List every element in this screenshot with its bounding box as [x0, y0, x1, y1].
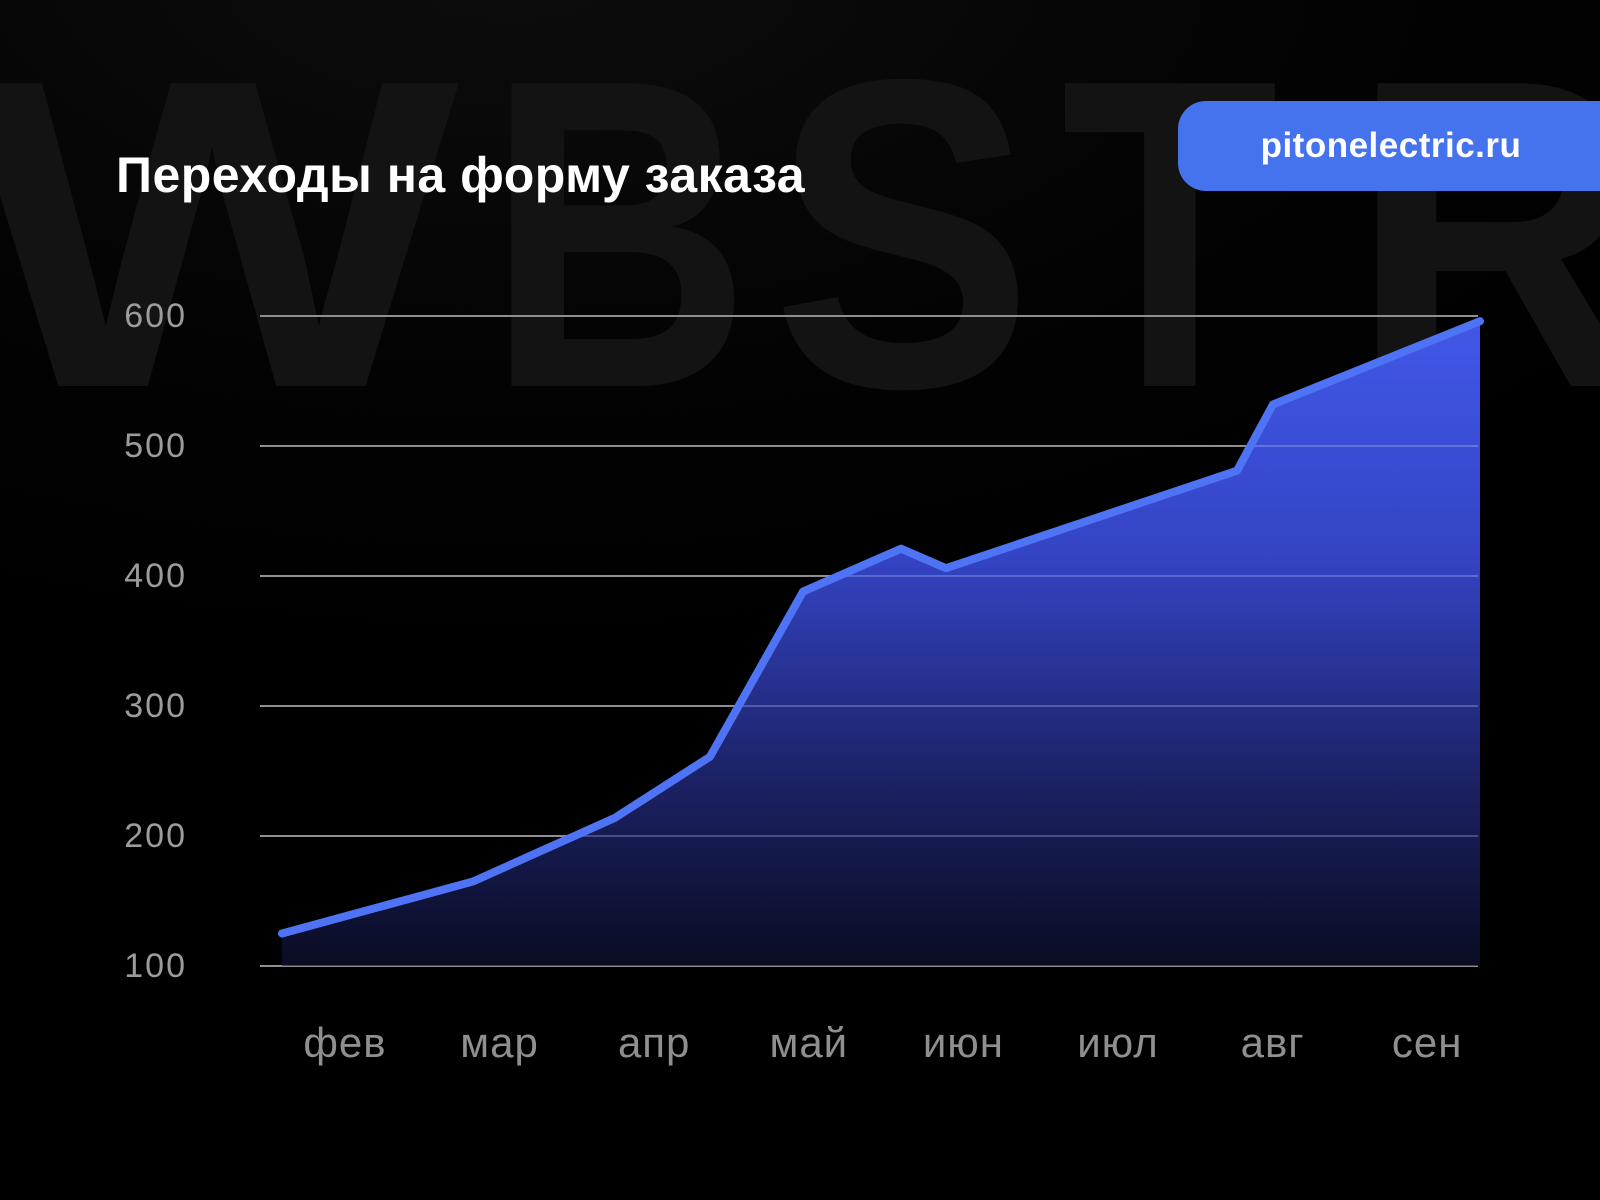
y-tick-label: 200: [124, 817, 187, 855]
y-tick-label: 500: [124, 427, 187, 465]
site-badge[interactable]: pitonelectric.ru: [1178, 101, 1600, 191]
site-badge-label: pitonelectric.ru: [1260, 126, 1522, 165]
watermark-letter: B: [487, 0, 751, 480]
x-tick-label: июн: [922, 1019, 1004, 1066]
y-tick-label: 600: [124, 297, 187, 335]
x-tick-label: фев: [303, 1019, 387, 1066]
page-title: Переходы на форму заказа: [116, 146, 806, 203]
y-tick-label: 100: [124, 947, 187, 985]
area-fill: [282, 321, 1480, 966]
x-tick-label: июл: [1077, 1019, 1159, 1066]
x-tick-label: апр: [617, 1019, 691, 1066]
watermark-letter: W: [0, 0, 460, 480]
y-tick-label: 300: [124, 687, 187, 725]
watermark-letter: T: [1061, 0, 1279, 480]
watermark-letter: S: [772, 0, 1034, 480]
x-tick-label: сен: [1391, 1019, 1463, 1066]
x-tick-label: авг: [1240, 1019, 1305, 1066]
x-tick-label: май: [769, 1019, 849, 1066]
y-tick-label: 400: [124, 557, 187, 595]
x-tick-label: мар: [460, 1019, 539, 1066]
series-line: [278, 317, 1484, 938]
